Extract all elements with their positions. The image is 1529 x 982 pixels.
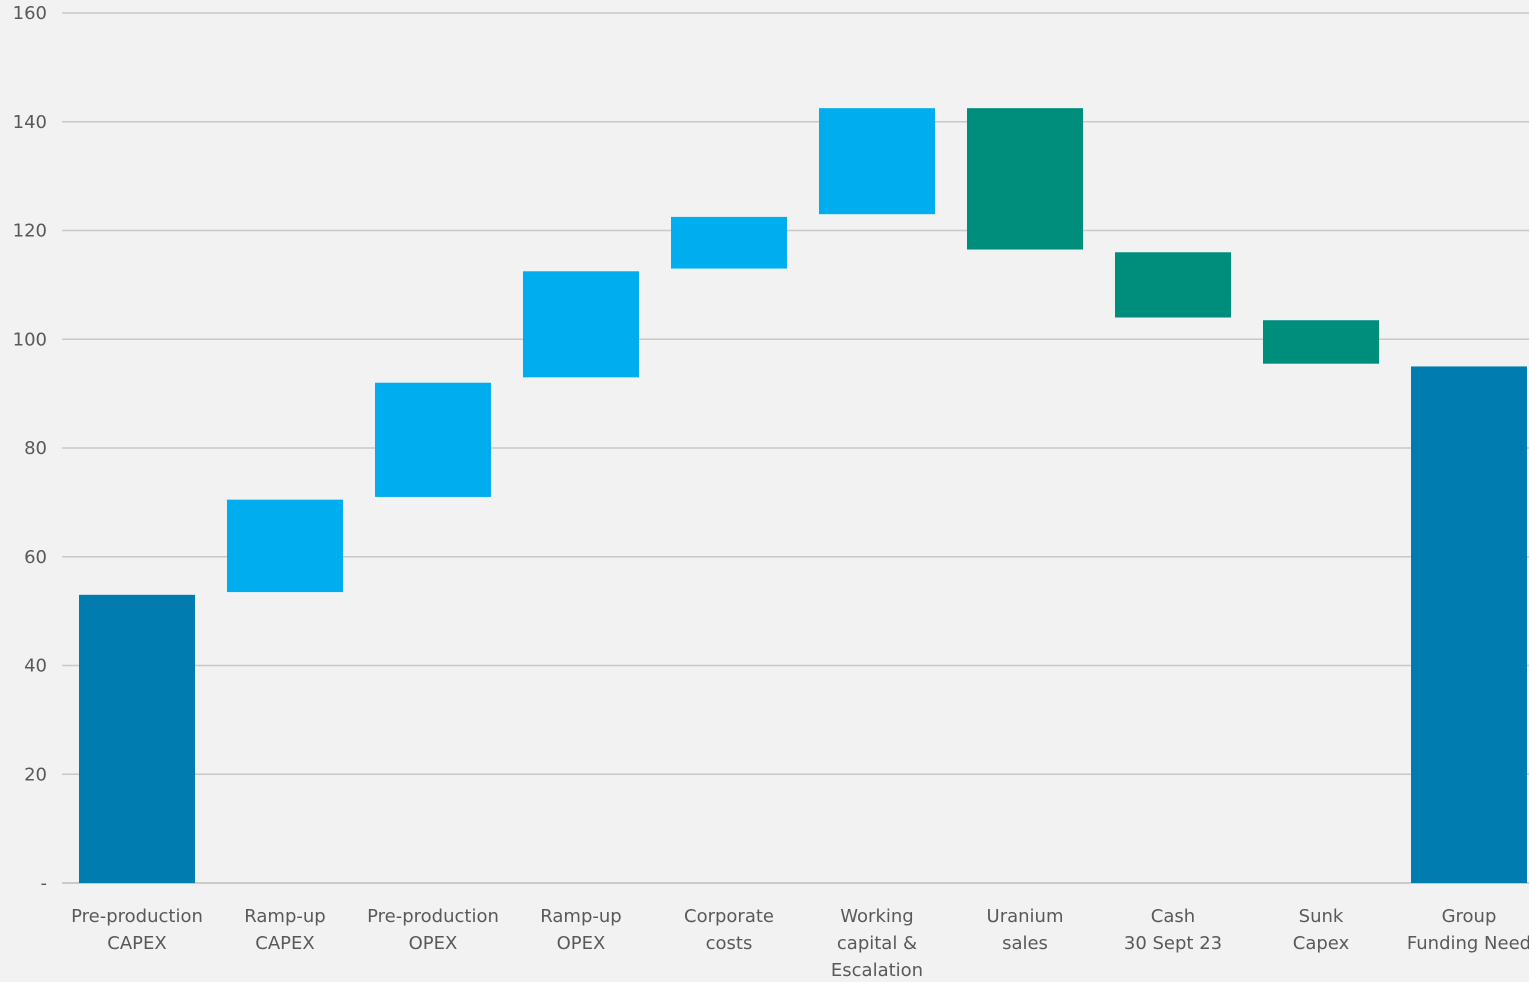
x-category-label-line: Escalation <box>831 960 923 978</box>
x-category-label-line: Ramp-up <box>244 906 325 927</box>
x-category-label-line: Sunk <box>1299 906 1344 927</box>
x-category-label-line: Working <box>840 906 913 927</box>
x-category-label: Pre-production CAPEX <box>71 906 203 954</box>
x-category-label-line: Ramp-up <box>540 906 621 927</box>
x-category-label-line: Capex <box>1293 933 1350 954</box>
x-category-label: Uranium sales <box>987 906 1064 954</box>
y-tick-label: 20 <box>24 764 47 785</box>
bar-decrease <box>1115 252 1231 318</box>
x-category-label-line: OPEX <box>409 933 458 954</box>
y-tick-label: 40 <box>24 656 47 677</box>
bar-decrease <box>1263 320 1379 364</box>
y-tick-label: 160 <box>13 3 47 24</box>
y-tick-label: 120 <box>13 221 47 242</box>
x-category-label: Group Funding Need <box>1407 906 1529 954</box>
gridlines <box>62 12 1529 884</box>
x-category-label-line: Pre-production <box>367 906 499 927</box>
y-tick-label: - <box>41 873 48 894</box>
x-category-label: Sunk Capex <box>1293 906 1350 954</box>
x-category-label-line: capital & <box>837 933 917 954</box>
x-category-label: Cash 30 Sept 23 <box>1124 906 1222 954</box>
y-tick-label: 60 <box>24 547 47 568</box>
bar-total <box>1411 366 1527 883</box>
y-tick-label: 140 <box>13 112 47 133</box>
bar-increase <box>523 271 639 378</box>
bars <box>79 108 1527 883</box>
bar-total <box>79 594 195 883</box>
x-category-label-line: costs <box>706 933 753 954</box>
y-axis-ticks: - 20 40 60 80 100 120 140 160 <box>13 3 47 894</box>
x-category-label: Ramp-up OPEX <box>540 906 621 954</box>
x-category-label-line: sales <box>1002 933 1048 954</box>
x-category-label-line: Group <box>1442 906 1497 927</box>
x-category-label: Corporate costs <box>684 906 774 954</box>
x-category-label: Ramp-up CAPEX <box>244 906 325 954</box>
x-category-label: Pre-production OPEX <box>367 906 499 954</box>
x-category-label-line: Corporate <box>684 906 774 927</box>
x-category-label-line: OPEX <box>557 933 606 954</box>
bar-increase <box>671 216 787 269</box>
x-category-label-line: Cash <box>1151 906 1195 927</box>
y-tick-label: 100 <box>13 329 47 350</box>
x-category-label: Working capital & Escalation <box>831 906 923 978</box>
x-category-label-line: Uranium <box>987 906 1064 927</box>
x-category-label-line: Funding Need <box>1407 933 1529 954</box>
x-category-label-line: CAPEX <box>107 933 166 954</box>
bar-decrease <box>967 108 1083 250</box>
x-category-label-line: Pre-production <box>71 906 203 927</box>
bar-increase <box>819 108 935 215</box>
bar-increase <box>375 382 491 497</box>
y-tick-label: 80 <box>24 438 47 459</box>
x-category-label-line: CAPEX <box>255 933 314 954</box>
x-category-label-line: 30 Sept 23 <box>1124 933 1222 954</box>
bar-increase <box>227 499 343 593</box>
